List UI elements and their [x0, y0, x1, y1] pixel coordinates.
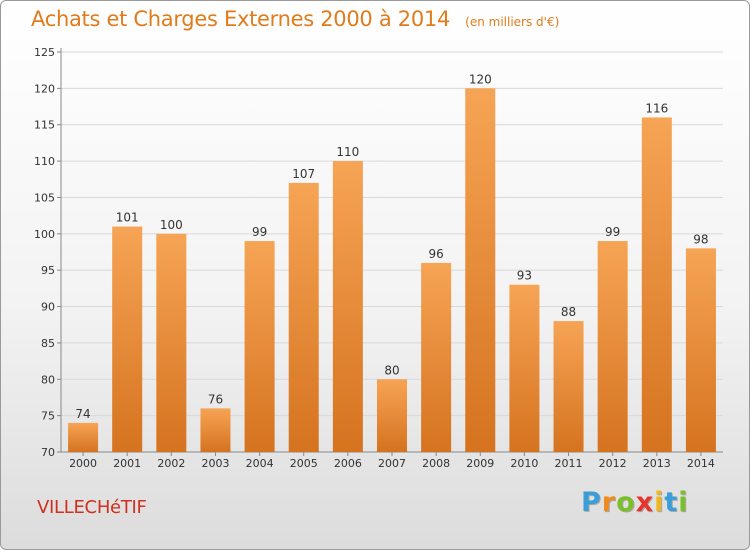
x-tick-label: 2008: [422, 457, 450, 470]
x-tick-label: 2001: [113, 457, 141, 470]
y-tick-label: 75: [41, 410, 55, 423]
y-tick-label: 70: [41, 446, 55, 459]
proxiti-logo: Proxiti: [581, 487, 689, 518]
bar-value-label: 110: [336, 145, 359, 159]
chart-title: Achats et Charges Externes 2000 à 2014: [31, 7, 451, 31]
bar-value-label: 80: [384, 363, 399, 377]
x-tick-label: 2014: [687, 457, 715, 470]
bar: [421, 262, 452, 452]
bar: [553, 321, 584, 452]
bar: [465, 88, 496, 452]
x-tick-label: 2011: [555, 457, 583, 470]
bar-value-label: 100: [160, 218, 183, 232]
bar: [597, 241, 628, 452]
bar: [685, 248, 716, 452]
bar-value-label: 116: [645, 101, 668, 115]
y-tick-label: 125: [34, 46, 55, 59]
x-tick-label: 2005: [290, 457, 318, 470]
bar-value-label: 98: [693, 232, 708, 246]
location-label: VILLECHéTIF: [37, 497, 147, 518]
y-tick-label: 80: [41, 373, 55, 386]
x-tick-label: 2000: [69, 457, 97, 470]
bar: [156, 233, 187, 452]
bar: [200, 408, 231, 452]
y-tick-label: 90: [41, 301, 55, 314]
logo-letter: i: [654, 487, 665, 518]
y-tick-label: 100: [34, 228, 55, 241]
bar-value-label: 101: [116, 211, 139, 225]
x-tick-label: 2007: [378, 457, 406, 470]
bar-value-label: 96: [428, 247, 443, 261]
x-tick-label: 2009: [466, 457, 494, 470]
bar-value-label: 120: [469, 72, 492, 86]
x-tick-label: 2003: [201, 457, 229, 470]
chart-subtitle: (en milliers d'€): [465, 15, 560, 29]
logo-letter: x: [635, 487, 655, 518]
x-tick-label: 2006: [334, 457, 362, 470]
x-tick-label: 2004: [246, 457, 274, 470]
y-tick-label: 85: [41, 337, 55, 350]
bar-value-label: 88: [561, 305, 576, 319]
y-tick-label: 115: [34, 119, 55, 132]
bar: [332, 161, 363, 452]
bar-value-label: 76: [208, 392, 223, 406]
bar-value-label: 107: [292, 167, 315, 181]
logo-letter: r: [601, 487, 617, 518]
bar-value-label: 99: [252, 225, 267, 239]
y-tick-label: 110: [34, 155, 55, 168]
logo-letter: i: [678, 487, 689, 518]
logo-letter: t: [664, 487, 679, 518]
bar: [244, 241, 275, 452]
logo-letter: o: [616, 487, 636, 518]
bar-value-label: 99: [605, 225, 620, 239]
x-tick-label: 2012: [599, 457, 627, 470]
bar: [288, 182, 319, 452]
y-tick-label: 105: [34, 191, 55, 204]
chart-title-block: Achats et Charges Externes 2000 à 2014 (…: [31, 7, 559, 31]
bar: [68, 422, 99, 452]
x-tick-label: 2010: [510, 457, 538, 470]
bar: [376, 379, 408, 452]
x-tick-label: 2013: [643, 457, 671, 470]
y-tick-label: 120: [34, 82, 55, 95]
x-tick-label: 2002: [157, 457, 185, 470]
bar-value-label: 93: [517, 269, 532, 283]
bar: [641, 117, 672, 453]
logo-letter: P: [581, 487, 602, 518]
bar-value-label: 74: [75, 407, 90, 421]
bar: [112, 226, 143, 452]
y-tick-label: 95: [41, 264, 55, 277]
bar: [509, 284, 540, 452]
